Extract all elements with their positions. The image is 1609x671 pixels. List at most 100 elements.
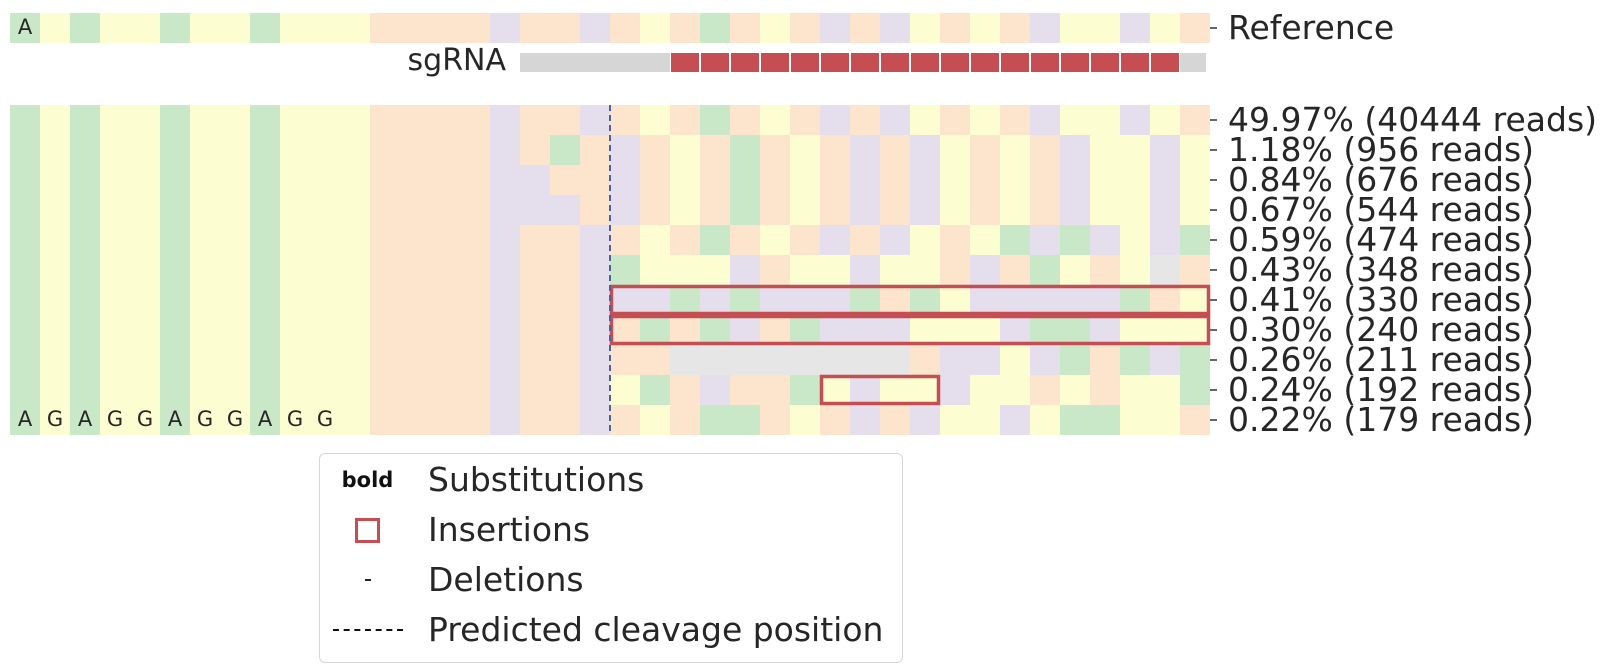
allele-cell	[190, 165, 220, 195]
row-label: 0.59% (474 reads)	[1228, 220, 1534, 259]
allele-cell	[160, 255, 190, 285]
allele-cell	[820, 105, 850, 135]
allele-cell	[250, 195, 280, 225]
allele-cell	[160, 165, 190, 195]
allele-cell	[1000, 405, 1030, 435]
allele-cell	[1120, 405, 1150, 435]
reference-cell	[310, 13, 340, 43]
allele-cell	[760, 345, 790, 375]
sgrna-flank	[520, 53, 670, 72]
sgrna-cell	[731, 53, 759, 72]
allele-cell	[70, 135, 100, 165]
sgrna-cell	[881, 53, 909, 72]
allele-cell	[1120, 285, 1150, 315]
allele-cell	[1030, 405, 1060, 435]
allele-letter: G	[287, 407, 303, 431]
allele-cell	[940, 165, 970, 195]
allele-letter: G	[107, 407, 123, 431]
deletion-dash-icon	[320, 560, 415, 600]
allele-cell	[310, 165, 340, 195]
allele-cell	[640, 135, 670, 165]
row-label: 0.84% (676 reads)	[1228, 160, 1534, 199]
allele-cell	[310, 285, 340, 315]
allele-cell	[880, 105, 910, 135]
reference-cell	[970, 13, 1000, 43]
reference-cell	[220, 13, 250, 43]
allele-cell	[70, 165, 100, 195]
allele-cell	[490, 225, 520, 255]
allele-cell	[1180, 225, 1210, 255]
reference-cell	[700, 13, 730, 43]
allele-cell	[1090, 105, 1120, 135]
allele-cell	[250, 315, 280, 345]
sgrna-cell	[701, 53, 729, 72]
allele-cell	[310, 315, 340, 345]
allele-cell	[730, 135, 760, 165]
allele-cell	[70, 345, 100, 375]
allele-cell	[550, 315, 580, 345]
allele-cell	[970, 375, 1000, 405]
allele-cell	[250, 405, 280, 435]
reference-cell	[580, 13, 610, 43]
allele-cell	[160, 315, 190, 345]
allele-cell	[520, 255, 550, 285]
allele-cell	[580, 105, 610, 135]
allele-cell	[280, 405, 310, 435]
allele-cell	[700, 375, 730, 405]
sgrna-cell	[1061, 53, 1089, 72]
allele-cell	[160, 135, 190, 165]
allele-cell	[1150, 195, 1180, 225]
allele-letter: G	[137, 407, 153, 431]
allele-cell	[70, 285, 100, 315]
allele-cell	[190, 285, 220, 315]
allele-cell	[610, 195, 640, 225]
allele-cell	[160, 345, 190, 375]
allele-cell	[1060, 105, 1090, 135]
allele-cell	[70, 315, 100, 345]
allele-cell	[670, 405, 700, 435]
allele-cell	[880, 255, 910, 285]
allele-cell	[370, 285, 400, 315]
allele-cell	[640, 105, 670, 135]
allele-cell	[70, 405, 100, 435]
row-label: 0.24% (192 reads)	[1228, 370, 1534, 409]
allele-cell	[910, 225, 940, 255]
allele-cell	[1150, 255, 1180, 285]
reference-cell	[10, 13, 40, 43]
reference-cell	[670, 13, 700, 43]
allele-cell	[880, 315, 910, 345]
allele-cell	[1030, 375, 1060, 405]
allele-cell	[670, 165, 700, 195]
allele-cell	[130, 195, 160, 225]
allele-cell	[310, 195, 340, 225]
allele-cell	[490, 135, 520, 165]
allele-cell	[730, 105, 760, 135]
allele-cell	[580, 225, 610, 255]
allele-cell	[730, 255, 760, 285]
allele-cell	[160, 375, 190, 405]
allele-cell	[940, 195, 970, 225]
allele-cell	[730, 195, 760, 225]
allele-cell	[910, 135, 940, 165]
allele-cell	[670, 255, 700, 285]
allele-cell	[760, 165, 790, 195]
allele-cell	[370, 105, 400, 135]
reference-cell	[370, 13, 400, 43]
allele-cell	[640, 405, 670, 435]
allele-cell	[10, 315, 40, 345]
allele-cell	[1120, 255, 1150, 285]
allele-cell	[40, 255, 70, 285]
allele-cell	[1150, 375, 1180, 405]
allele-cell	[400, 255, 430, 285]
allele-cell	[1150, 105, 1180, 135]
allele-cell	[40, 315, 70, 345]
allele-cell	[1150, 285, 1180, 315]
allele-cell	[790, 345, 820, 375]
allele-cell	[460, 405, 490, 435]
allele-cell	[790, 255, 820, 285]
allele-cell	[490, 375, 520, 405]
sgrna-cell	[851, 53, 879, 72]
allele-cell	[880, 195, 910, 225]
allele-cell	[940, 135, 970, 165]
allele-cell	[580, 165, 610, 195]
